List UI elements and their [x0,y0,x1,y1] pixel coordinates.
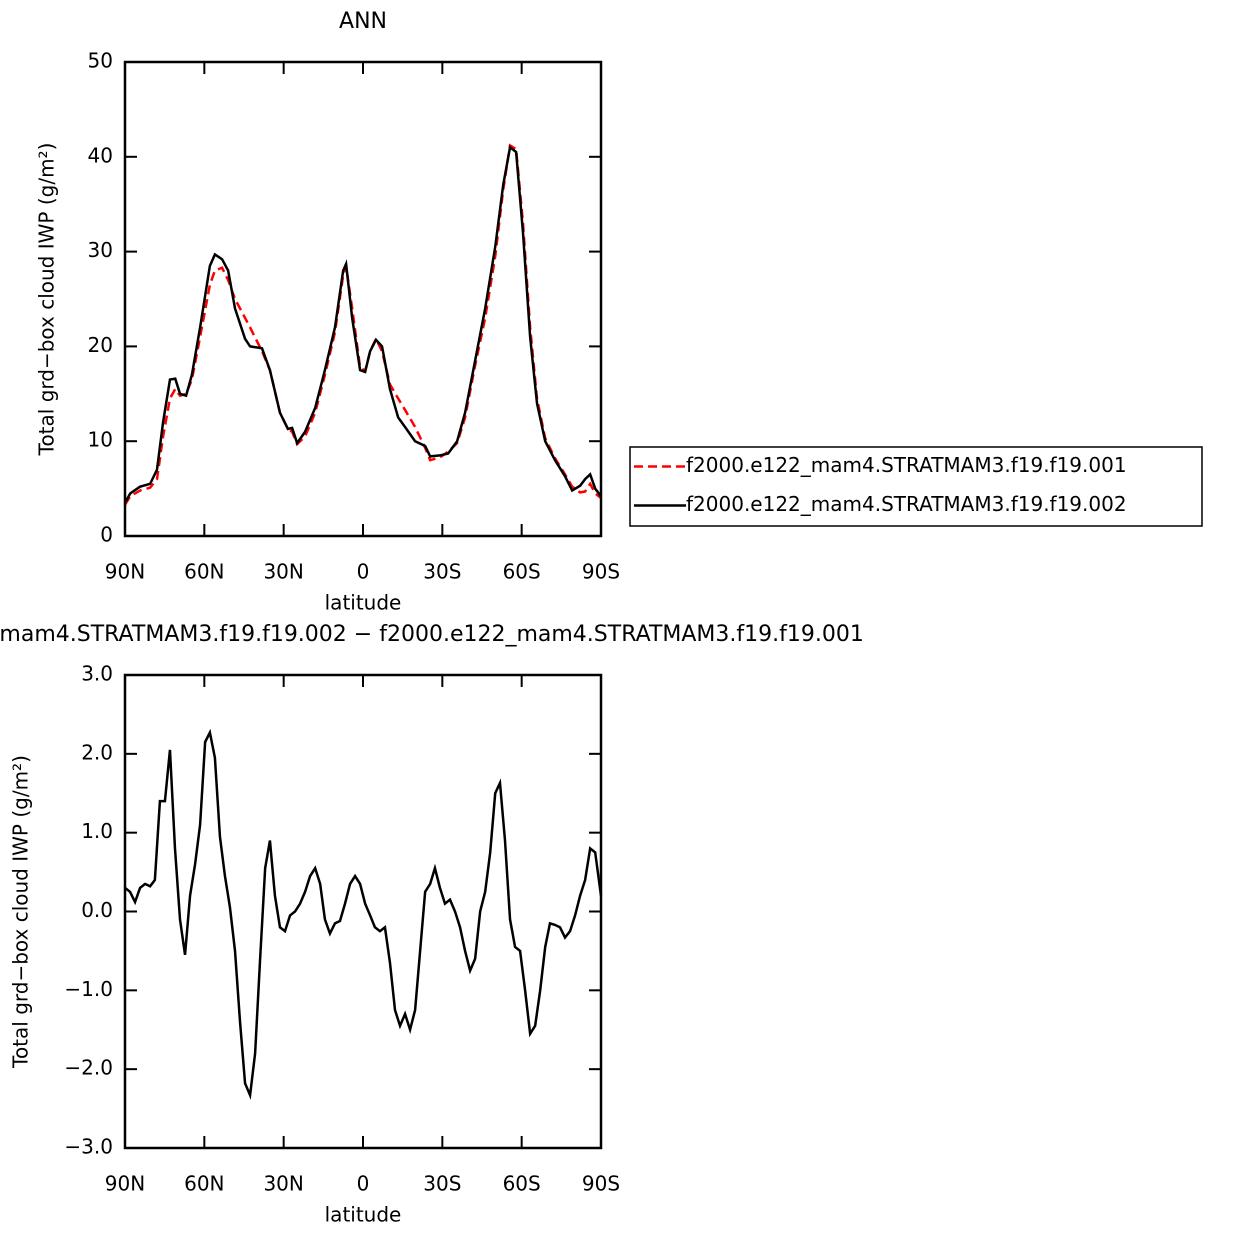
y-tick-label: −3.0 [64,1135,113,1159]
y-tick-label: 2.0 [81,740,113,764]
x-tick-label: 90N [105,1172,145,1196]
x-tick-label: 30S [423,1172,461,1196]
y-axis-label: Total grd−box cloud IWP (g/m²) [9,755,33,1069]
x-tick-label: 30N [263,560,303,584]
data-line [123,145,602,504]
y-tick-label: 40 [88,143,113,167]
y-tick-label: 10 [88,428,113,452]
x-tick-label: 90N [105,560,145,584]
x-tick-label: 90S [582,1172,620,1196]
chart-title: ANN [339,9,387,34]
y-axis-label: Total grd−box cloud IWP (g/m²) [35,143,59,457]
y-tick-label: 3.0 [81,662,113,686]
y-tick-label: −2.0 [64,1056,113,1080]
plot-frame [123,673,603,1150]
x-tick-label: 30N [263,1172,303,1196]
x-tick-label: 90S [582,560,620,584]
x-tick-label: 60N [184,1172,224,1196]
legend-label: f2000.e122_mam4.STRATMAM3.f19.f19.001 [686,453,1127,477]
y-tick-label: 30 [88,238,113,262]
chart-title: f2000.e122_mam4.STRATMAM3.f19.f19.002 − … [0,622,864,647]
x-tick-label: 0 [357,560,370,584]
y-tick-label: 0 [100,523,113,547]
data-line [124,728,603,1100]
y-tick-label: 20 [88,333,113,357]
y-tick-label: 1.0 [81,819,113,843]
x-tick-label: 60S [503,560,541,584]
y-tick-label: −1.0 [64,977,113,1001]
x-tick-label: 0 [357,1172,370,1196]
y-tick-label: 50 [88,49,113,73]
plot-frame [123,60,603,538]
y-tick-label: 0.0 [81,898,113,922]
legend-label: f2000.e122_mam4.STRATMAM3.f19.f19.002 [686,492,1127,516]
x-tick-label: 60S [503,1172,541,1196]
x-tick-label: 30S [423,560,461,584]
legend-box [629,446,1203,527]
x-axis-label: latitude [325,1203,402,1227]
x-tick-label: 60N [184,560,224,584]
x-axis-label: latitude [325,591,402,615]
